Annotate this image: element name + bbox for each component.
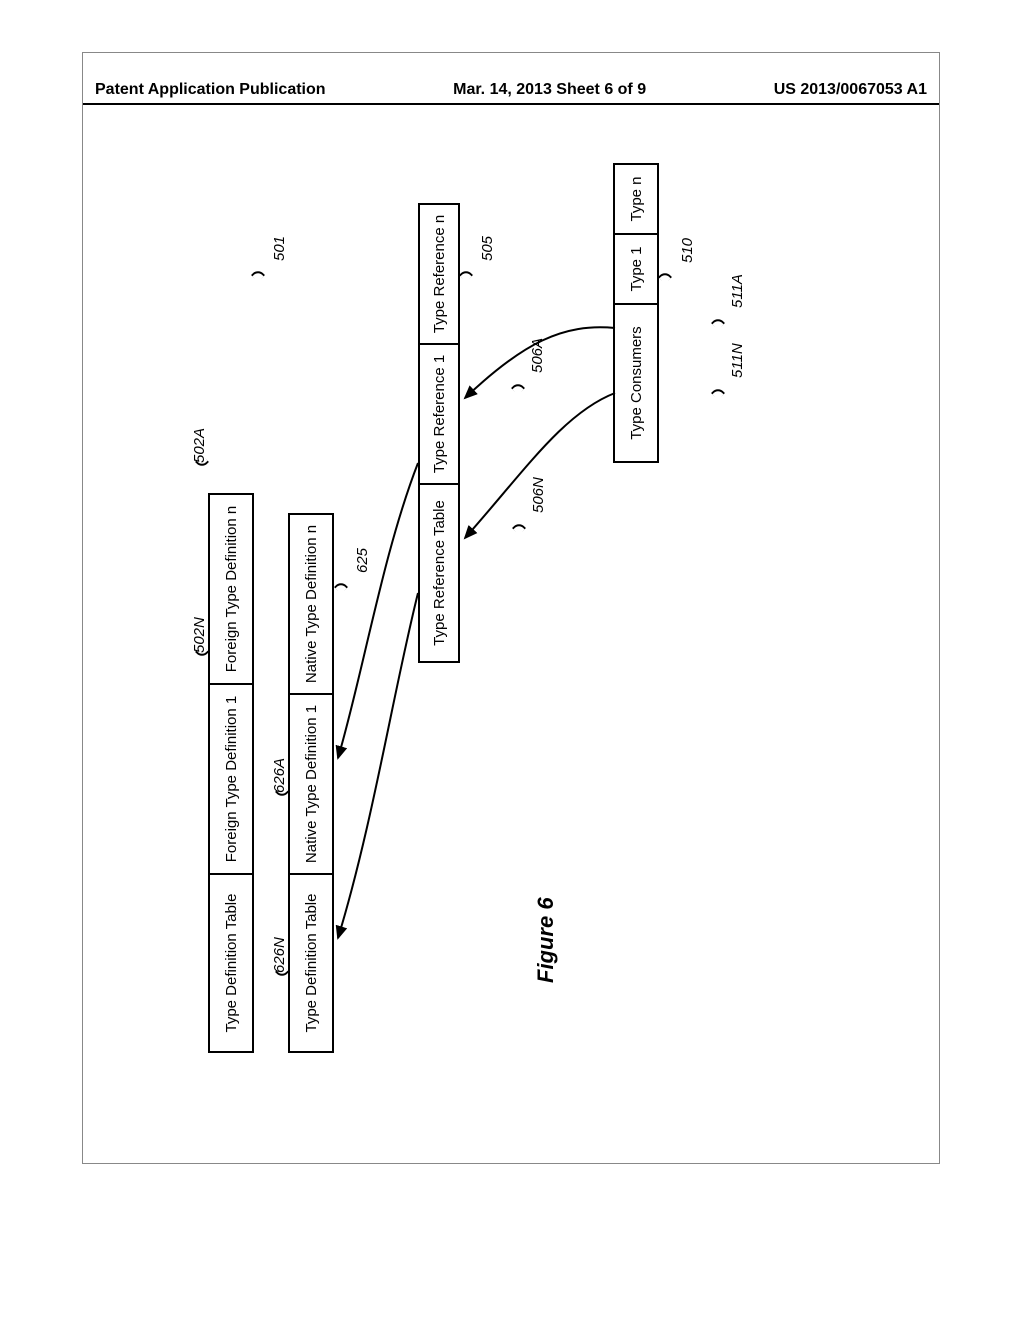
ref-625: 625 [354,548,371,573]
figure-caption: Figure 6 [533,897,559,983]
hook-511A [711,316,725,330]
tc-row-n: Type n [613,163,659,233]
header-center: Mar. 14, 2013 Sheet 6 of 9 [453,81,646,99]
hook-501 [251,268,265,282]
figure-diagram: Type Consumers Type 1 Type n 510 511A 51… [183,173,843,1073]
tc-row-1: Type 1 [613,233,659,303]
hook-511N [711,386,725,400]
trt-row-1: Type Reference 1 [418,343,460,483]
header-right: US 2013/0067053 A1 [774,81,939,99]
ref-506N: 506N [530,477,547,513]
trt-header: Type Reference Table [418,483,460,663]
type-consumers-table: Type Consumers Type 1 Type n [613,163,659,463]
native-type-def-table: Type Definition Table Native Type Defini… [288,513,334,1053]
ref-511A: 511A [729,274,746,308]
foreign-type-def-table: Type Definition Table Foreign Type Defin… [208,493,254,1053]
ref-510: 510 [679,238,696,263]
page-frame: Patent Application Publication Mar. 14, … [82,52,940,1164]
trt-row-n: Type Reference n [418,203,460,343]
hook-505 [459,268,473,282]
tdtf-header: Type Definition Table [208,873,254,1053]
page-header: Patent Application Publication Mar. 14, … [83,81,939,105]
tdtf-row-1: Foreign Type Definition 1 [208,683,254,873]
header-left: Patent Application Publication [83,81,326,99]
hook-506A [511,381,525,395]
hook-510 [658,270,672,284]
ref-501: 501 [271,236,288,261]
tdtn-row-1: Native Type Definition 1 [288,693,334,873]
tdtf-row-n: Foreign Type Definition n [208,493,254,683]
hook-506N [512,521,526,535]
tc-header: Type Consumers [613,303,659,463]
ref-506A: 506A [529,338,546,373]
tdtn-row-n: Native Type Definition n [288,513,334,693]
ref-505: 505 [479,236,496,261]
tdtn-header: Type Definition Table [288,873,334,1053]
hook-625 [334,580,348,594]
type-reference-table: Type Reference Table Type Reference 1 Ty… [418,203,460,663]
ref-511N: 511N [729,343,746,378]
